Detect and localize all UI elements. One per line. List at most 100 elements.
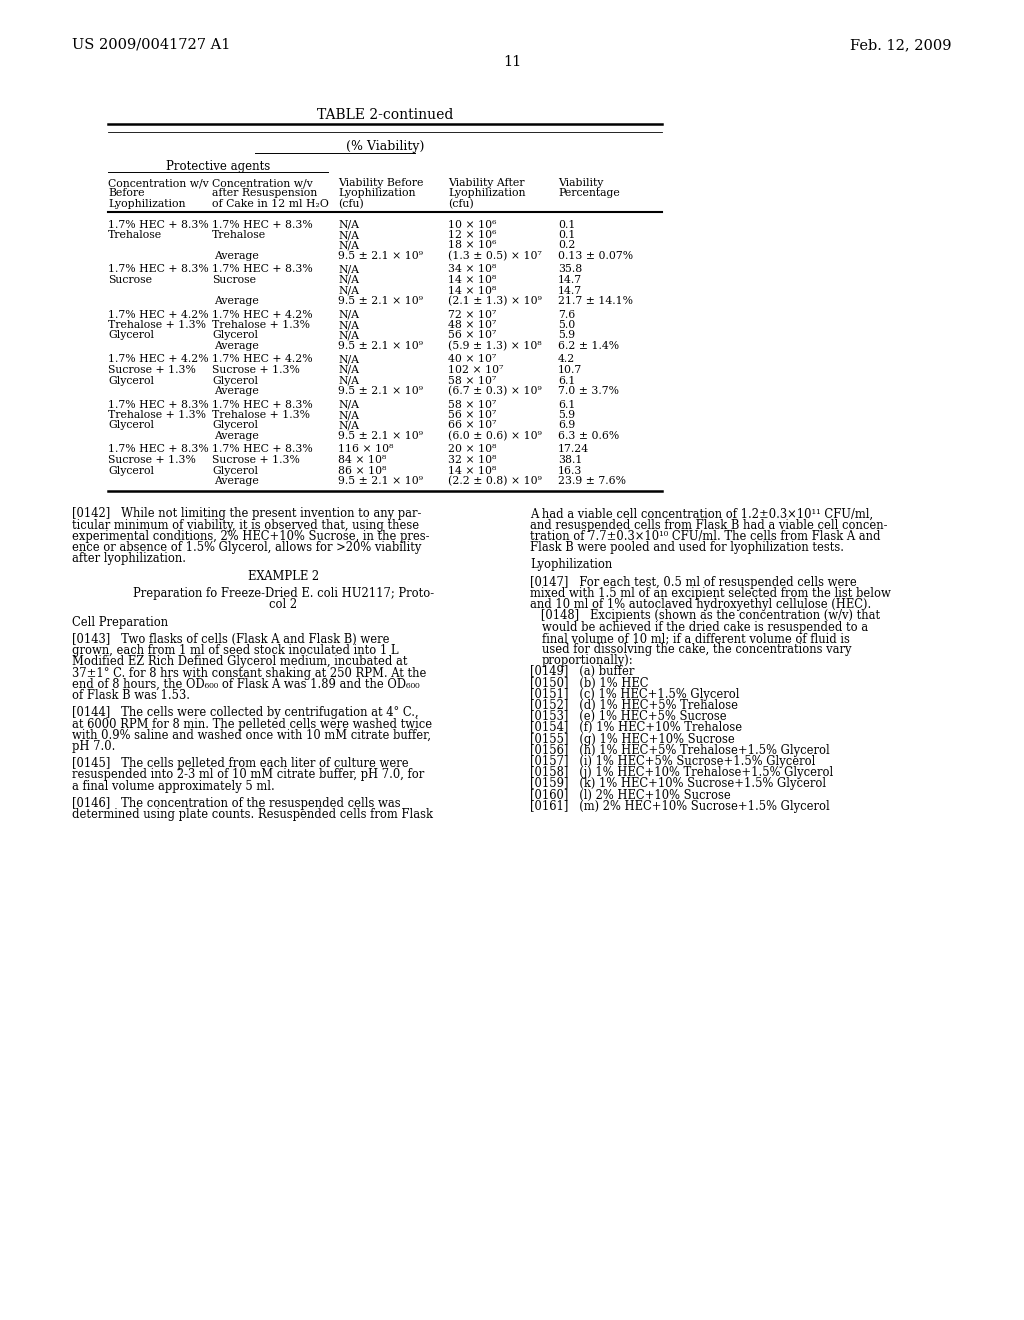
- Text: 7.6: 7.6: [558, 309, 575, 319]
- Text: proportionally):: proportionally):: [542, 655, 634, 667]
- Text: final volume of 10 ml; if a different volume of fluid is: final volume of 10 ml; if a different vo…: [542, 632, 850, 645]
- Text: 17.24: 17.24: [558, 445, 589, 454]
- Text: col 2: col 2: [269, 598, 298, 611]
- Text: grown, each from 1 ml of seed stock inoculated into 1 L: grown, each from 1 ml of seed stock inoc…: [72, 644, 398, 657]
- Text: Trehalose + 1.3%: Trehalose + 1.3%: [108, 319, 206, 330]
- Text: 10 × 10⁶: 10 × 10⁶: [449, 219, 497, 230]
- Text: 5.0: 5.0: [558, 319, 575, 330]
- Text: 32 × 10⁸: 32 × 10⁸: [449, 455, 497, 465]
- Text: 11: 11: [503, 55, 521, 69]
- Text: Lyophilization: Lyophilization: [530, 558, 612, 572]
- Text: Trehalose: Trehalose: [212, 230, 266, 240]
- Text: 9.5 ± 2.1 × 10⁹: 9.5 ± 2.1 × 10⁹: [338, 251, 423, 261]
- Text: 1.7% HEC + 4.2%: 1.7% HEC + 4.2%: [108, 355, 209, 364]
- Text: 12 × 10⁶: 12 × 10⁶: [449, 230, 497, 240]
- Text: 48 × 10⁷: 48 × 10⁷: [449, 319, 497, 330]
- Text: 14 × 10⁸: 14 × 10⁸: [449, 466, 497, 475]
- Text: Glycerol: Glycerol: [212, 466, 258, 475]
- Text: Trehalose + 1.3%: Trehalose + 1.3%: [212, 319, 310, 330]
- Text: N/A: N/A: [338, 366, 359, 375]
- Text: 116 × 10⁸: 116 × 10⁸: [338, 445, 393, 454]
- Text: Glycerol: Glycerol: [108, 421, 154, 430]
- Text: 1.7% HEC + 4.2%: 1.7% HEC + 4.2%: [212, 355, 312, 364]
- Text: Trehalose + 1.3%: Trehalose + 1.3%: [212, 411, 310, 420]
- Text: would be achieved if the dried cake is resuspended to a: would be achieved if the dried cake is r…: [542, 620, 868, 634]
- Text: 1.7% HEC + 8.3%: 1.7% HEC + 8.3%: [108, 264, 209, 275]
- Text: ence or absence of 1.5% Glycerol, allows for >20% viability: ence or absence of 1.5% Glycerol, allows…: [72, 541, 421, 554]
- Text: tration of 7.7±0.3×10¹⁰ CFU/ml. The cells from Flask A and: tration of 7.7±0.3×10¹⁰ CFU/ml. The cell…: [530, 529, 881, 543]
- Text: [0160]   (l) 2% HEC+10% Sucrose: [0160] (l) 2% HEC+10% Sucrose: [530, 788, 731, 801]
- Text: [0142]   While not limiting the present invention to any par-: [0142] While not limiting the present in…: [72, 507, 421, 520]
- Text: 1.7% HEC + 8.3%: 1.7% HEC + 8.3%: [212, 219, 312, 230]
- Text: Glycerol: Glycerol: [212, 330, 258, 341]
- Text: Trehalose + 1.3%: Trehalose + 1.3%: [108, 411, 206, 420]
- Text: 58 × 10⁷: 58 × 10⁷: [449, 375, 497, 385]
- Text: N/A: N/A: [338, 330, 359, 341]
- Text: ticular minimum of viability, it is observed that, using these: ticular minimum of viability, it is obse…: [72, 519, 419, 532]
- Text: and 10 ml of 1% autoclaved hydroxyethyl cellulose (HEC).: and 10 ml of 1% autoclaved hydroxyethyl …: [530, 598, 871, 611]
- Text: Flask B were pooled and used for lyophilization tests.: Flask B were pooled and used for lyophil…: [530, 541, 844, 554]
- Text: (6.0 ± 0.6) × 10⁹: (6.0 ± 0.6) × 10⁹: [449, 432, 542, 441]
- Text: 34 × 10⁸: 34 × 10⁸: [449, 264, 497, 275]
- Text: 1.7% HEC + 8.3%: 1.7% HEC + 8.3%: [212, 445, 312, 454]
- Text: [0161]   (m) 2% HEC+10% Sucrose+1.5% Glycerol: [0161] (m) 2% HEC+10% Sucrose+1.5% Glyce…: [530, 800, 829, 813]
- Text: 37±1° C. for 8 hrs with constant shaking at 250 RPM. At the: 37±1° C. for 8 hrs with constant shaking…: [72, 667, 426, 680]
- Text: Viability Before: Viability Before: [338, 178, 423, 187]
- Text: mixed with 1.5 ml of an excipient selected from the list below: mixed with 1.5 ml of an excipient select…: [530, 587, 891, 601]
- Text: N/A: N/A: [338, 240, 359, 251]
- Text: Before: Before: [108, 189, 144, 198]
- Text: 9.5 ± 2.1 × 10⁹: 9.5 ± 2.1 × 10⁹: [338, 385, 423, 396]
- Text: [0148]   Excipients (shown as the concentration (w/v) that: [0148] Excipients (shown as the concentr…: [530, 610, 880, 623]
- Text: 6.2 ± 1.4%: 6.2 ± 1.4%: [558, 341, 620, 351]
- Text: (2.2 ± 0.8) × 10⁹: (2.2 ± 0.8) × 10⁹: [449, 477, 542, 486]
- Text: 102 × 10⁷: 102 × 10⁷: [449, 366, 504, 375]
- Text: (cfu): (cfu): [338, 199, 364, 210]
- Text: of Cake in 12 ml H₂O: of Cake in 12 ml H₂O: [212, 199, 329, 209]
- Text: Average: Average: [214, 251, 259, 261]
- Text: 23.9 ± 7.6%: 23.9 ± 7.6%: [558, 477, 626, 486]
- Text: Lyophilization: Lyophilization: [338, 189, 416, 198]
- Text: 1.7% HEC + 4.2%: 1.7% HEC + 4.2%: [108, 309, 209, 319]
- Text: 5.9: 5.9: [558, 330, 575, 341]
- Text: [0156]   (h) 1% HEC+5% Trehalose+1.5% Glycerol: [0156] (h) 1% HEC+5% Trehalose+1.5% Glyc…: [530, 744, 829, 756]
- Text: [0143]   Two flasks of cells (Flask A and Flask B) were: [0143] Two flasks of cells (Flask A and …: [72, 634, 389, 645]
- Text: 1.7% HEC + 8.3%: 1.7% HEC + 8.3%: [212, 400, 312, 409]
- Text: N/A: N/A: [338, 309, 359, 319]
- Text: Average: Average: [214, 432, 259, 441]
- Text: Average: Average: [214, 385, 259, 396]
- Text: 56 × 10⁷: 56 × 10⁷: [449, 411, 497, 420]
- Text: 6.9: 6.9: [558, 421, 575, 430]
- Text: 14.7: 14.7: [558, 275, 582, 285]
- Text: [0157]   (i) 1% HEC+5% Sucrose+1.5% Glycerol: [0157] (i) 1% HEC+5% Sucrose+1.5% Glycer…: [530, 755, 815, 768]
- Text: 1.7% HEC + 8.3%: 1.7% HEC + 8.3%: [108, 445, 209, 454]
- Text: 20 × 10⁸: 20 × 10⁸: [449, 445, 497, 454]
- Text: [0159]   (k) 1% HEC+10% Sucrose+1.5% Glycerol: [0159] (k) 1% HEC+10% Sucrose+1.5% Glyce…: [530, 777, 826, 791]
- Text: 4.2: 4.2: [558, 355, 575, 364]
- Text: [0153]   (e) 1% HEC+5% Sucrose: [0153] (e) 1% HEC+5% Sucrose: [530, 710, 727, 723]
- Text: end of 8 hours, the OD₆₀₀ of Flask A was 1.89 and the OD₆₀₀: end of 8 hours, the OD₆₀₀ of Flask A was…: [72, 677, 420, 690]
- Text: resuspended into 2-3 ml of 10 mM citrate buffer, pH 7.0, for: resuspended into 2-3 ml of 10 mM citrate…: [72, 768, 424, 781]
- Text: 10.7: 10.7: [558, 366, 583, 375]
- Text: Glycerol: Glycerol: [212, 375, 258, 385]
- Text: N/A: N/A: [338, 421, 359, 430]
- Text: Sucrose: Sucrose: [108, 275, 152, 285]
- Text: 86 × 10⁸: 86 × 10⁸: [338, 466, 386, 475]
- Text: at 6000 RPM for 8 min. The pelleted cells were washed twice: at 6000 RPM for 8 min. The pelleted cell…: [72, 718, 432, 730]
- Text: 84 × 10⁸: 84 × 10⁸: [338, 455, 386, 465]
- Text: EXAMPLE 2: EXAMPLE 2: [248, 570, 319, 582]
- Text: 38.1: 38.1: [558, 455, 583, 465]
- Text: after Resuspension: after Resuspension: [212, 189, 317, 198]
- Text: 14 × 10⁸: 14 × 10⁸: [449, 275, 497, 285]
- Text: TABLE 2-continued: TABLE 2-continued: [316, 108, 454, 121]
- Text: 0.1: 0.1: [558, 230, 575, 240]
- Text: N/A: N/A: [338, 219, 359, 230]
- Text: 21.7 ± 14.1%: 21.7 ± 14.1%: [558, 296, 633, 306]
- Text: pH 7.0.: pH 7.0.: [72, 741, 116, 752]
- Text: Glycerol: Glycerol: [212, 421, 258, 430]
- Text: Sucrose + 1.3%: Sucrose + 1.3%: [108, 366, 196, 375]
- Text: 58 × 10⁷: 58 × 10⁷: [449, 400, 497, 409]
- Text: Cell Preparation: Cell Preparation: [72, 615, 168, 628]
- Text: [0151]   (c) 1% HEC+1.5% Glycerol: [0151] (c) 1% HEC+1.5% Glycerol: [530, 688, 739, 701]
- Text: 1.7% HEC + 8.3%: 1.7% HEC + 8.3%: [108, 219, 209, 230]
- Text: Glycerol: Glycerol: [108, 375, 154, 385]
